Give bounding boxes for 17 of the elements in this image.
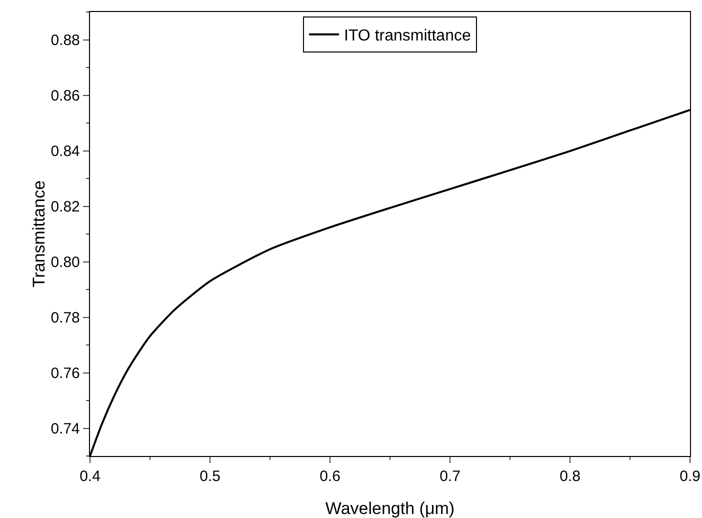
x-tick-label: 0.6 [320, 468, 340, 486]
y-tick-label: 0.84 [50, 143, 80, 160]
legend-label: ITO transmittance [344, 28, 471, 45]
y-tick-label: 0.80 [50, 254, 80, 271]
y-tick-label: 0.82 [50, 198, 80, 216]
x-tick-label: 0.9 [680, 468, 700, 486]
x-tick-label: 0.8 [560, 468, 580, 486]
x-tick-label: 0.4 [80, 468, 100, 486]
y-tick-label: 0.88 [50, 32, 80, 49]
y-tick-label: 0.78 [50, 310, 80, 326]
y-tick-label: 0.86 [50, 88, 80, 104]
x-axis-title: Wavelength (μm) [325, 499, 455, 518]
y-tick-label: 0.76 [50, 365, 80, 382]
y-tick-label: 0.74 [50, 420, 80, 438]
x-tick-label: 0.5 [200, 468, 220, 486]
x-tick-label: 0.7 [440, 468, 460, 486]
y-axis-title: Transmittance [30, 180, 49, 288]
